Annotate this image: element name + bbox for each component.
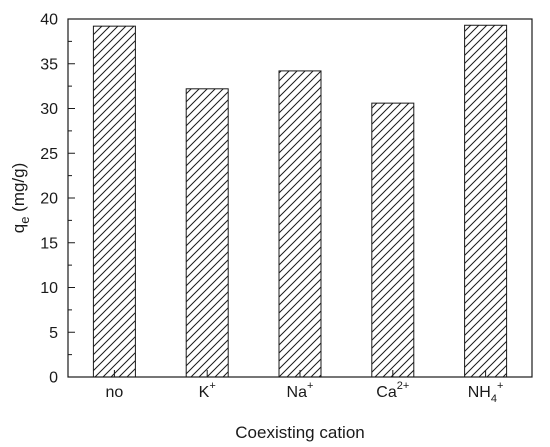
y-tick-label-0: 0	[49, 370, 58, 387]
y-tick-label-8: 40	[40, 12, 58, 29]
x-tick-label-base: NH	[468, 384, 491, 401]
bars-layer	[92, 24, 508, 378]
x-tick-label-1: K+	[199, 380, 216, 401]
y-tick-label-3: 15	[40, 235, 58, 252]
y-axis-title-base: q	[9, 224, 28, 233]
x-tick-label-base: K	[199, 384, 210, 401]
bar-4	[464, 24, 508, 378]
bar-2	[278, 70, 322, 378]
x-tick-label-subscript: 4	[491, 393, 497, 405]
y-tick-label-7: 35	[40, 56, 58, 73]
y-axis-title-subscript: e	[17, 217, 32, 224]
x-tick-label-0: no	[106, 384, 124, 401]
x-tick-label-superscript: 2+	[397, 380, 410, 392]
y-tick-label-2: 10	[40, 280, 58, 297]
x-tick-label-base: Ca	[376, 384, 397, 401]
x-tick-label-4: NH4+	[468, 380, 504, 405]
y-tick-label-5: 25	[40, 146, 58, 163]
x-tick-label-superscript: +	[209, 380, 215, 392]
y-axis-title: qe (mg/g)	[9, 163, 32, 234]
x-tick-label-base: Na	[287, 384, 308, 401]
x-tick-label-superscript: +	[497, 380, 503, 392]
x-tick-label-superscript: +	[307, 380, 313, 392]
x-tick-label-2: Na+	[287, 380, 314, 401]
x-axis-title: Coexisting cation	[235, 423, 364, 442]
bar-1	[185, 88, 229, 378]
y-tick-label-4: 20	[40, 191, 58, 208]
y-tick-label-6: 30	[40, 101, 58, 118]
y-tick-label-1: 5	[49, 325, 58, 342]
axes-layer	[67, 18, 533, 378]
y-axis-title-units: (mg/g)	[9, 163, 28, 217]
x-tick-label-base: no	[106, 384, 124, 401]
x-tick-label-3: Ca2+	[376, 380, 409, 401]
bar-0	[92, 25, 136, 378]
bar-3	[371, 102, 415, 378]
